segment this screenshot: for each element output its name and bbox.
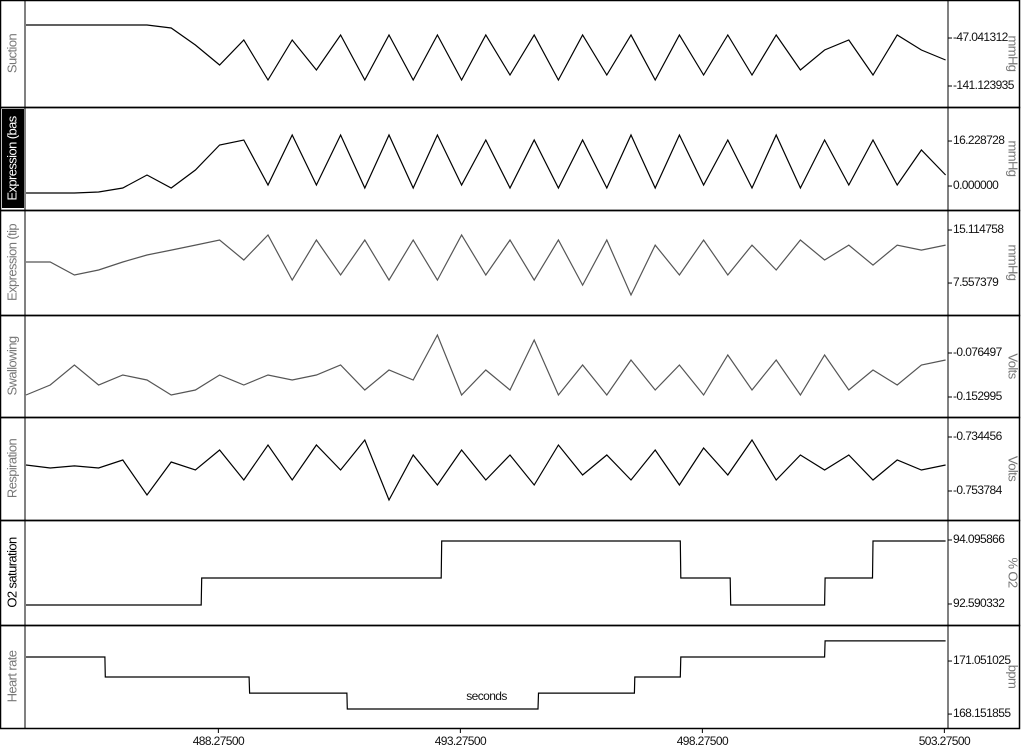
unit-label: Volts <box>1006 353 1021 379</box>
unit-label: bpm <box>1006 665 1021 689</box>
panel-frame <box>0 519 1021 627</box>
trace <box>26 540 946 606</box>
y-tick-label: -0.734456 <box>953 429 1003 443</box>
panel-frame <box>0 624 1021 730</box>
channel-label[interactable]: Heart rate <box>4 650 19 702</box>
label-highlight <box>2 109 24 208</box>
y-tick-label: 15.114758 <box>953 222 1004 236</box>
channel-label[interactable]: Expression (bas <box>4 115 19 200</box>
panel-frame <box>0 416 1021 522</box>
channel-label[interactable]: Expression (tip <box>4 224 19 301</box>
y-tick-label: 94.095866 <box>953 532 1005 546</box>
trace <box>26 133 947 194</box>
y-tick-label: 0.000000 <box>953 178 999 192</box>
x-axis-label: seconds <box>466 689 507 703</box>
channel-label[interactable]: Suction <box>4 34 19 74</box>
panel-frame <box>0 314 1021 419</box>
x-tick-label: 498.27500 <box>677 734 729 748</box>
x-tick-label: 488.27500 <box>193 734 245 748</box>
panel-frame <box>0 209 1021 317</box>
y-tick-label: 92.590332 <box>953 596 1005 610</box>
panel-frame <box>0 106 1021 212</box>
y-tick-label: -47.041312 <box>953 30 1009 44</box>
channel-label[interactable]: Swallowing <box>4 336 19 395</box>
unit-label: Volts <box>1006 456 1021 482</box>
y-tick-label: 171.051025 <box>953 653 1011 667</box>
unit-label: mmHg <box>1006 36 1021 72</box>
trace <box>26 233 946 297</box>
channel-label[interactable]: Respiration <box>4 439 19 499</box>
trace <box>25 438 946 502</box>
trace <box>25 333 946 397</box>
y-tick-label: -0.753784 <box>953 483 1003 497</box>
y-tick-label: 168.151855 <box>953 706 1011 720</box>
y-tick-label: 16.228728 <box>953 133 1005 147</box>
unit-label: mmHg <box>1006 245 1021 281</box>
trace <box>26 640 946 710</box>
channel-label[interactable]: O2 saturation <box>4 537 19 608</box>
panel-frame <box>0 0 1021 109</box>
y-tick-label: -0.076497 <box>953 345 1003 359</box>
unit-label: mmHg <box>1006 141 1021 177</box>
unit-label: % O2 <box>1006 557 1021 587</box>
x-tick-label: 503.27500 <box>919 734 971 748</box>
trace <box>26 24 946 82</box>
y-tick-label: -0.152995 <box>953 389 1003 403</box>
y-tick-label: -141.123935 <box>953 78 1015 92</box>
x-tick-label: 493.27500 <box>435 734 487 748</box>
y-tick-label: 7.557379 <box>953 275 999 289</box>
